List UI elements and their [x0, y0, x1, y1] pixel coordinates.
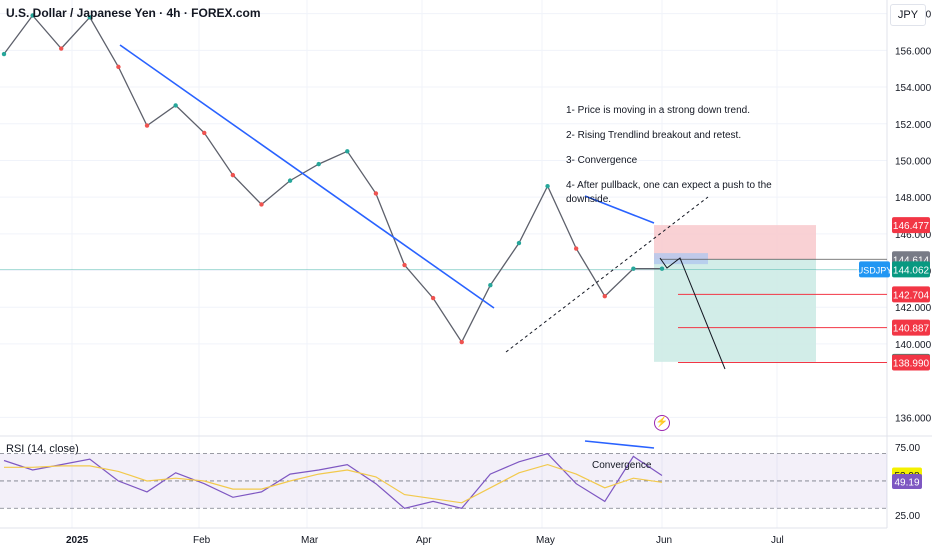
price-point — [516, 240, 522, 246]
price-point — [30, 13, 35, 18]
currency-button[interactable]: JPY — [890, 4, 926, 26]
time-tick-label: Jul — [771, 535, 784, 546]
target-1-tag: 142.704 — [893, 290, 930, 301]
symbol-tag: USDJPY — [857, 265, 893, 275]
price-point — [316, 161, 321, 167]
chart-title: U.S. Dollar / Japanese Yen · 4h · FOREX.… — [6, 6, 261, 20]
price-point — [602, 294, 607, 299]
analysis-notes: 1- Price is moving in a strong down tren… — [566, 104, 816, 205]
price-tick-label: 136.000 — [895, 413, 932, 424]
time-tick-label: May — [536, 535, 555, 546]
price-tick-label: 156.000 — [895, 46, 932, 57]
price-point — [144, 123, 150, 128]
low-level-tag-bg — [892, 354, 930, 371]
price-tick-label: 148.000 — [895, 193, 932, 204]
price-point — [345, 149, 350, 154]
lightning-icon[interactable]: ⚡ — [654, 415, 670, 431]
price-point — [287, 178, 293, 183]
rsi-convergence-label: Convergence — [592, 460, 652, 471]
price-point — [202, 130, 207, 136]
rsi-line — [3, 453, 663, 509]
price-point — [1, 51, 7, 57]
rsi-ma-value-tag: 49.19 — [894, 478, 919, 489]
price-point — [259, 202, 264, 207]
price-point — [430, 295, 436, 301]
price-tick-label: 152.000 — [895, 120, 932, 131]
note-2: 2- Rising Trendlind breakout and retest. — [566, 130, 742, 141]
price-point — [402, 262, 407, 268]
rsi-ma-line — [4, 463, 663, 504]
price-point — [631, 266, 636, 271]
time-tick-label: Jun — [656, 535, 672, 546]
target-zone — [654, 259, 816, 362]
time-tick-label: Feb — [193, 535, 211, 546]
price-series-line — [3, 14, 662, 344]
last-price-tag-bg — [892, 261, 930, 278]
note-4: 4- After pullback, one can expect a push… — [566, 180, 772, 205]
time-tick-label: 2025 — [66, 535, 89, 546]
symbol-tag-bg — [859, 261, 890, 278]
entry-tag: 144.614 — [893, 255, 930, 266]
price-point — [116, 64, 121, 70]
time-tick-label: Apr — [416, 535, 432, 546]
price-tick-label: 146.000 — [895, 230, 932, 241]
price-point — [230, 172, 236, 178]
price-point — [573, 246, 579, 251]
price-point — [173, 103, 178, 108]
price-point — [373, 191, 379, 196]
rsi-tick-label: 25.00 — [895, 511, 920, 522]
price-point — [545, 183, 550, 189]
note-1: 1- Price is moving in a strong down tren… — [566, 105, 750, 116]
rsi-panel-label: RSI (14, close) — [6, 443, 79, 455]
price-point — [59, 46, 64, 51]
divergence-line-rsi — [584, 440, 655, 449]
entry-box — [654, 253, 708, 265]
price-tick-label: 142.000 — [895, 303, 932, 314]
low-level-tag: 138.990 — [893, 358, 930, 369]
downtrend-line — [119, 44, 495, 309]
note-3: 3- Convergence — [566, 155, 638, 166]
last-price-tag: 144.062 — [893, 265, 930, 276]
rsi-tick-label: 75.00 — [895, 443, 920, 454]
price-point — [488, 283, 493, 288]
price-point — [659, 266, 665, 271]
target-2-tag: 140.887 — [893, 324, 930, 335]
price-tick-label: 154.000 — [895, 83, 932, 94]
price-tick-label: 140.000 — [895, 340, 932, 351]
target-2-tag-bg — [892, 319, 930, 336]
stop-loss-tag-bg — [892, 217, 930, 234]
target-1-tag-bg — [892, 286, 930, 303]
divergence-line-price — [584, 195, 655, 224]
rising-trendline — [505, 196, 709, 353]
price-tick-label: 150.000 — [895, 156, 932, 167]
time-tick-label: Mar — [301, 535, 319, 546]
rsi-ma-value-tag-bg — [892, 474, 922, 490]
price-point — [87, 15, 93, 20]
price-point — [459, 339, 464, 345]
stop-loss-tag: 146.477 — [893, 221, 930, 232]
projection-path — [659, 257, 726, 370]
